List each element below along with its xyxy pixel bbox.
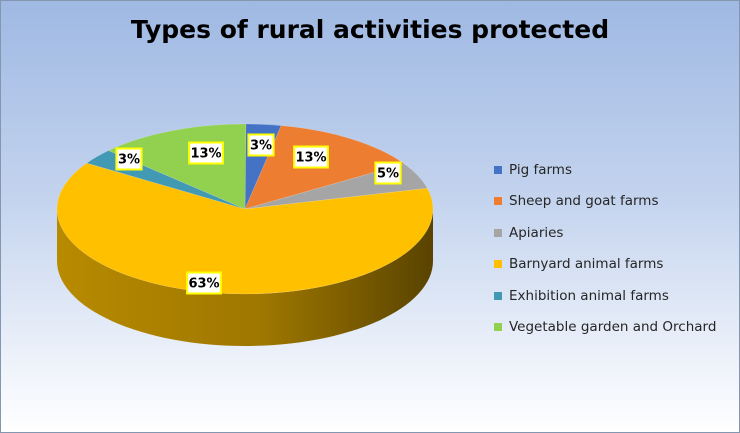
- legend-item: Exhibition animal farms: [494, 280, 716, 312]
- data-label-2: 5%: [374, 161, 402, 185]
- legend-label: Barnyard animal farms: [509, 256, 664, 273]
- legend-item: Apiaries: [494, 217, 716, 249]
- data-label-3: 63%: [186, 271, 222, 295]
- data-label-0: 3%: [247, 133, 275, 157]
- legend-label: Sheep and goat farms: [509, 193, 659, 210]
- data-label-1: 13%: [293, 145, 329, 169]
- legend-swatch: [494, 260, 502, 269]
- svg-text:3%: 3%: [118, 153, 140, 168]
- legend-label: Exhibition animal farms: [509, 287, 669, 304]
- legend-swatch: [494, 197, 502, 206]
- data-label-4: 3%: [115, 147, 143, 171]
- chart-title: Types of rural activities protected: [130, 15, 610, 44]
- legend-item: Vegetable garden and Orchard: [494, 312, 716, 344]
- legend: Pig farms Sheep and goat farms Apiaries Bar…: [494, 154, 716, 343]
- legend-label: Pig farms: [509, 161, 572, 178]
- legend-item: Sheep and goat farms: [494, 186, 716, 218]
- legend-label: Apiaries: [509, 224, 564, 241]
- svg-text:13%: 13%: [190, 147, 221, 162]
- svg-text:13%: 13%: [295, 151, 326, 166]
- svg-text:63%: 63%: [188, 277, 219, 292]
- data-label-5: 13%: [188, 141, 224, 165]
- legend-item: Pig farms: [494, 154, 716, 186]
- svg-text:5%: 5%: [377, 167, 399, 182]
- legend-item: Barnyard animal farms: [494, 249, 716, 281]
- legend-swatch: [494, 323, 502, 332]
- legend-label: Vegetable garden and Orchard: [509, 319, 717, 336]
- legend-swatch: [494, 165, 502, 174]
- legend-swatch: [494, 291, 502, 300]
- legend-swatch: [494, 228, 502, 237]
- pie-side-3: [57, 209, 433, 346]
- svg-text:3%: 3%: [250, 139, 272, 154]
